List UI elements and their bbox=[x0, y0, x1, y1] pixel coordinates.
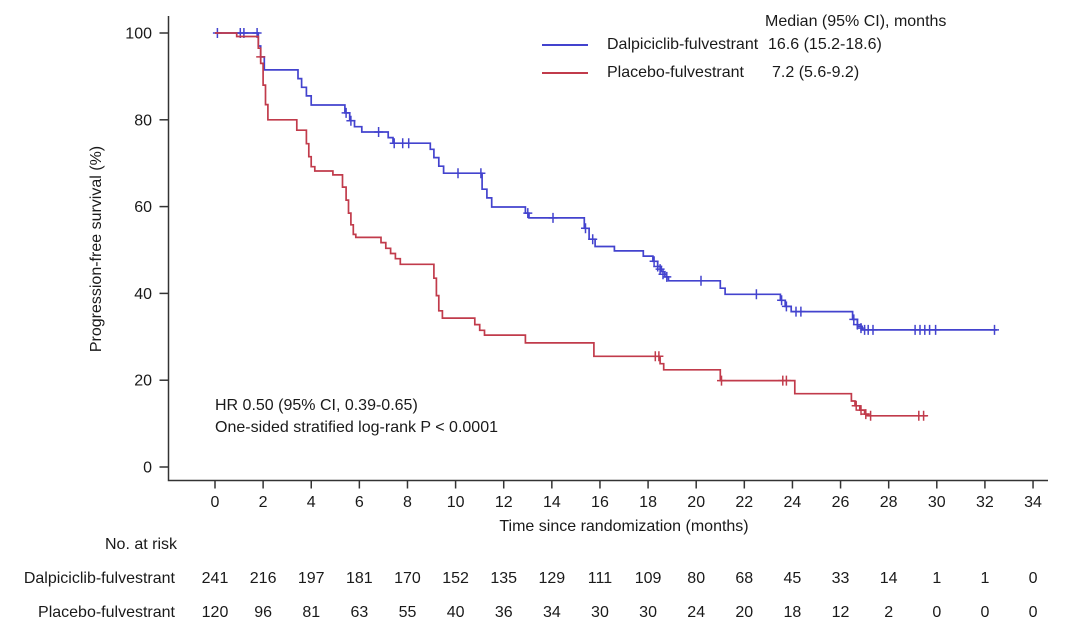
at-risk-count: 24 bbox=[687, 604, 705, 621]
x-tick-label: 2 bbox=[259, 494, 268, 511]
legend-line-dalpiciclib bbox=[542, 44, 588, 46]
x-axis-label: Time since randomization (months) bbox=[499, 518, 749, 535]
at-risk-count: 40 bbox=[447, 604, 465, 621]
at-risk-count: 36 bbox=[495, 604, 513, 621]
x-tick-label: 24 bbox=[784, 494, 802, 511]
at-risk-count: 81 bbox=[302, 604, 320, 621]
at-risk-count: 30 bbox=[591, 604, 609, 621]
hr-annotation-line1: HR 0.50 (95% CI, 0.39-0.65) bbox=[215, 397, 418, 414]
censor-marks-placebo bbox=[256, 51, 929, 421]
at-risk-count: 1 bbox=[980, 570, 989, 587]
y-axis-label: Progression-free survival (%) bbox=[88, 145, 105, 353]
at-risk-count: 197 bbox=[298, 570, 325, 587]
at-risk-count: 181 bbox=[346, 570, 373, 587]
axes bbox=[167, 16, 1048, 482]
x-tick-label: 18 bbox=[639, 494, 657, 511]
x-tick-label: 10 bbox=[447, 494, 465, 511]
at-risk-count: 96 bbox=[254, 604, 272, 621]
at-risk-count: 170 bbox=[394, 570, 421, 587]
survival-curve-placebo bbox=[215, 32, 928, 417]
at-risk-row-label-placebo: Placebo-fulvestrant bbox=[38, 604, 175, 621]
at-risk-title: No. at risk bbox=[104, 536, 177, 553]
censor-marks-dalpiciclib bbox=[212, 28, 999, 335]
x-tick-label: 30 bbox=[928, 494, 946, 511]
at-risk-count: 33 bbox=[832, 570, 850, 587]
legend-median-dalpiciclib: 16.6 (15.2-18.6) bbox=[768, 36, 882, 53]
x-tick-label: 26 bbox=[832, 494, 850, 511]
at-risk-count: 216 bbox=[250, 570, 277, 587]
at-risk-count: 0 bbox=[1029, 604, 1038, 621]
at-risk-count: 135 bbox=[490, 570, 517, 587]
at-risk-count: 20 bbox=[735, 604, 753, 621]
at-risk-count: 2 bbox=[884, 604, 893, 621]
x-tick-label: 6 bbox=[355, 494, 364, 511]
at-risk-count: 0 bbox=[980, 604, 989, 621]
y-tick-label: 100 bbox=[125, 26, 152, 43]
legend-median-header: Median (95% CI), months bbox=[765, 13, 947, 30]
y-tick-label: 0 bbox=[143, 460, 152, 477]
hr-annotation: HR 0.50 (95% CI, 0.39-0.65) One-sided st… bbox=[215, 395, 498, 439]
hr-annotation-line2: One-sided stratified log-rank P < 0.0001 bbox=[215, 419, 498, 436]
legend-label-dalpiciclib: Dalpiciclib-fulvestrant bbox=[607, 36, 759, 53]
legend-label-placebo: Placebo-fulvestrant bbox=[607, 64, 744, 81]
at-risk-count: 0 bbox=[932, 604, 941, 621]
x-tick-label: 4 bbox=[307, 494, 316, 511]
x-tick-label: 32 bbox=[976, 494, 994, 511]
at-risk-count: 111 bbox=[588, 570, 612, 587]
x-tick-label: 8 bbox=[403, 494, 412, 511]
at-risk-count: 45 bbox=[784, 570, 802, 587]
at-risk-count: 34 bbox=[543, 604, 561, 621]
at-risk-count: 152 bbox=[442, 570, 469, 587]
at-risk-count: 30 bbox=[639, 604, 657, 621]
x-tick-label: 16 bbox=[591, 494, 609, 511]
y-tick-label: 40 bbox=[134, 286, 152, 303]
at-risk-count: 241 bbox=[202, 570, 229, 587]
at-risk-row-label-dalpiciclib: Dalpiciclib-fulvestrant bbox=[23, 570, 175, 587]
at-risk-count: 129 bbox=[538, 570, 565, 587]
at-risk-count: 14 bbox=[880, 570, 898, 587]
legend-median-placebo: 7.2 (5.6-9.2) bbox=[772, 64, 860, 81]
legend-line-placebo bbox=[542, 72, 588, 74]
x-tick-label: 0 bbox=[211, 494, 220, 511]
x-tick-label: 22 bbox=[735, 494, 753, 511]
at-risk-count: 0 bbox=[1029, 570, 1038, 587]
at-risk-count: 68 bbox=[735, 570, 753, 587]
at-risk-count: 63 bbox=[350, 604, 368, 621]
at-risk-count: 18 bbox=[784, 604, 802, 621]
y-tick-label: 60 bbox=[134, 199, 152, 216]
at-risk-count: 55 bbox=[399, 604, 417, 621]
at-risk-count: 109 bbox=[635, 570, 662, 587]
x-tick-label: 12 bbox=[495, 494, 513, 511]
at-risk-count: 80 bbox=[687, 570, 705, 587]
at-risk-count: 12 bbox=[832, 604, 850, 621]
x-tick-label: 34 bbox=[1024, 494, 1042, 511]
y-tick-label: 20 bbox=[134, 373, 152, 390]
y-tick-label: 80 bbox=[134, 112, 152, 129]
at-risk-count: 120 bbox=[202, 604, 229, 621]
x-tick-label: 28 bbox=[880, 494, 898, 511]
at-risk-count: 1 bbox=[932, 570, 941, 587]
x-tick-label: 14 bbox=[543, 494, 561, 511]
survival-curve-dalpiciclib bbox=[215, 32, 997, 331]
x-tick-label: 20 bbox=[687, 494, 705, 511]
